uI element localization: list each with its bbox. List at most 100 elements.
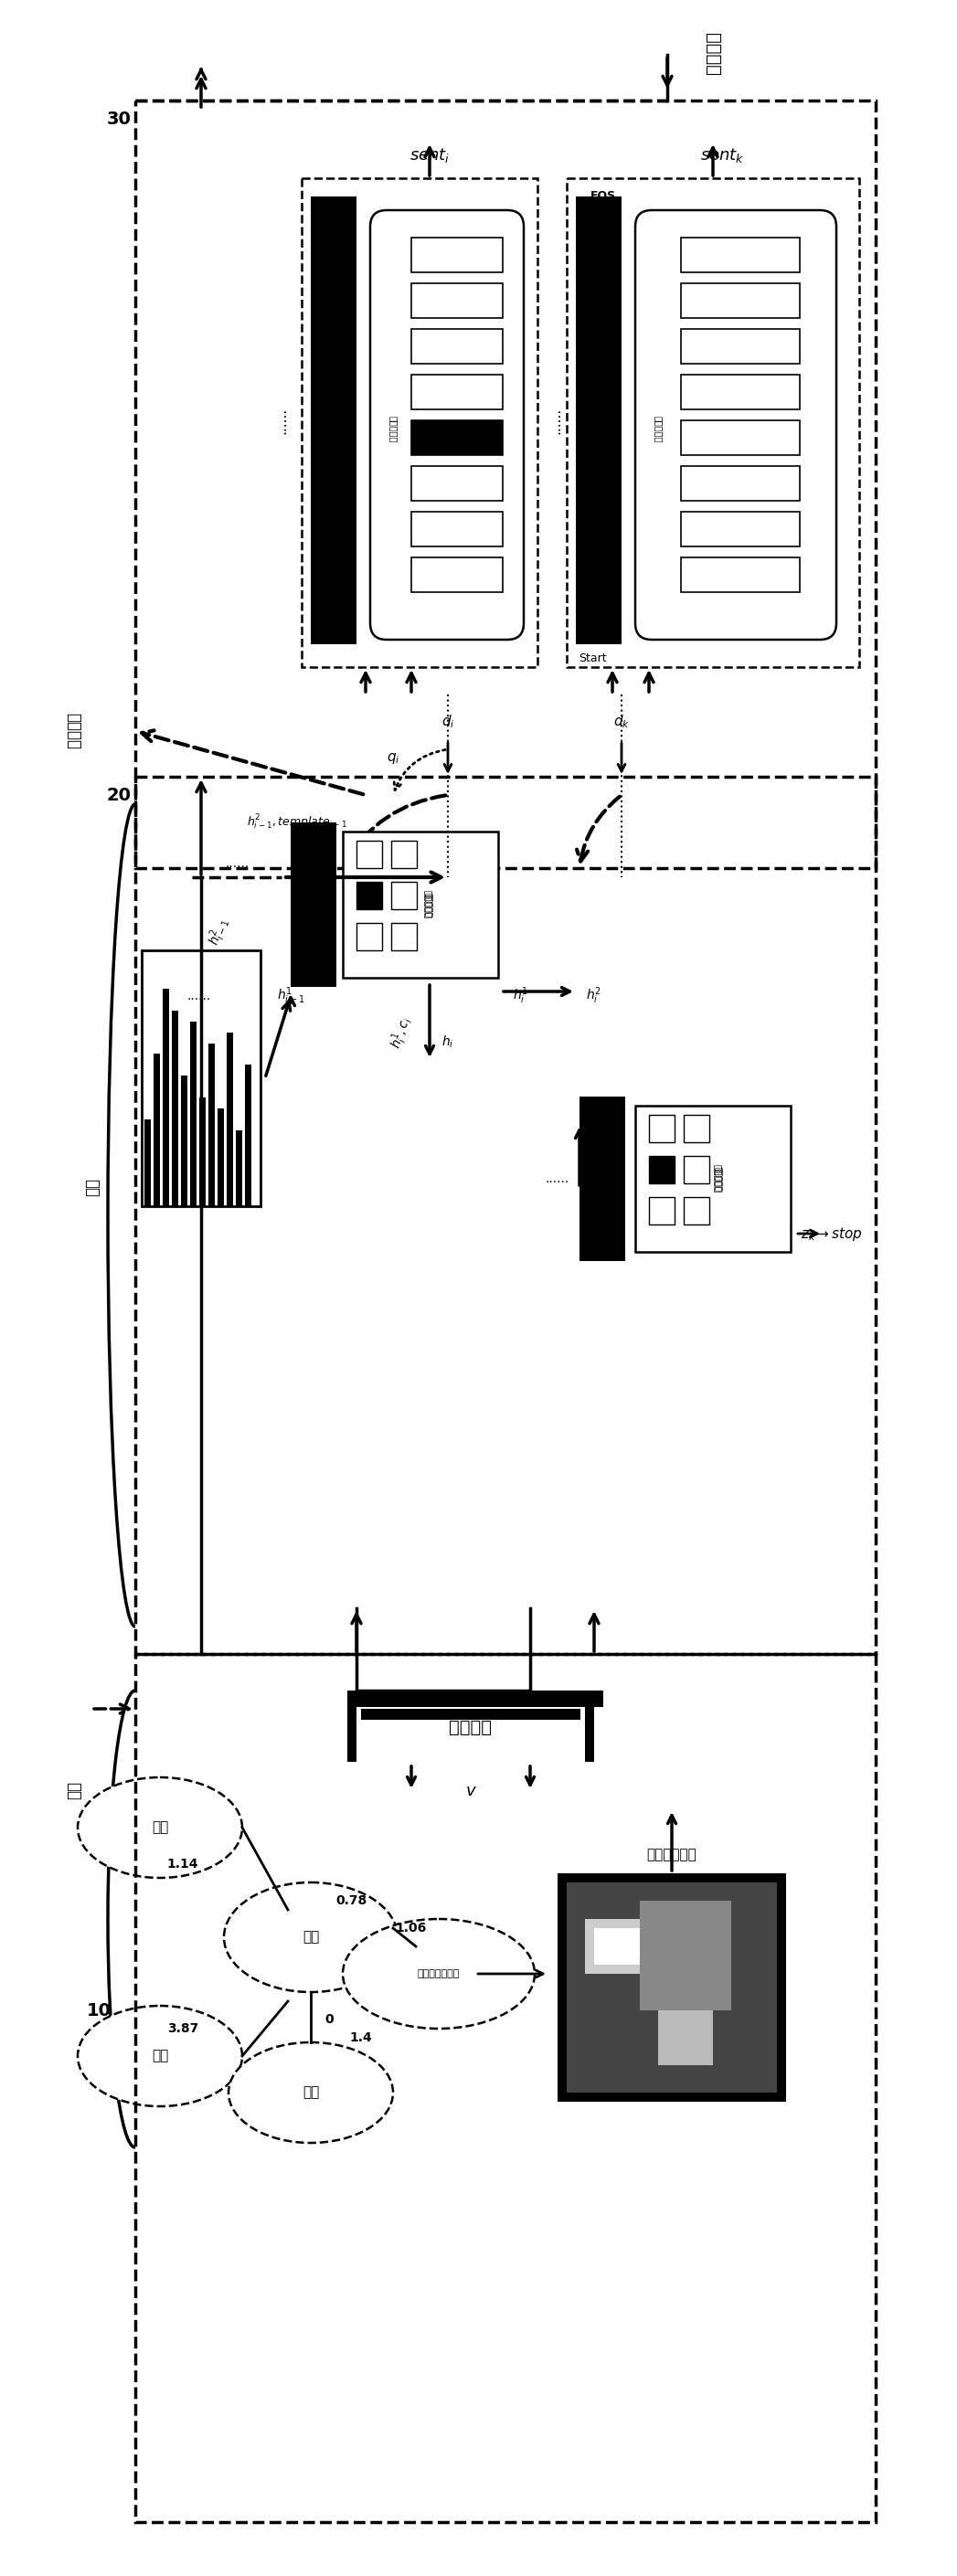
Bar (681, 237, 800, 273)
Text: $h^1_i, c_i$: $h^1_i, c_i$ (387, 1015, 417, 1051)
Text: $sent_i$: $sent_i$ (410, 147, 450, 165)
Text: 句子解码器: 句子解码器 (424, 891, 432, 917)
Bar (181, 1077, 188, 1206)
Text: $d_k$: $d_k$ (613, 714, 630, 732)
Bar (163, 989, 169, 1206)
Bar (649, 1115, 675, 1141)
Text: 0.78: 0.78 (336, 1893, 367, 1906)
Text: 数据采频: 数据采频 (449, 1718, 492, 1736)
Ellipse shape (78, 2007, 242, 2107)
FancyArrowPatch shape (577, 796, 619, 860)
Bar (217, 1108, 224, 1206)
Text: 损失: 损失 (83, 1180, 100, 1198)
Bar (412, 420, 502, 456)
Bar (412, 237, 502, 273)
Text: 句话生成器: 句话生成器 (713, 1164, 723, 1193)
Bar (683, 1198, 709, 1224)
Text: 浮肿: 浮肿 (151, 2048, 168, 2063)
Bar (567, 178, 859, 667)
Ellipse shape (229, 2043, 393, 2143)
Text: $z_k \rightarrow stop$: $z_k \rightarrow stop$ (801, 1226, 862, 1242)
Bar (135, 1654, 876, 2522)
Bar (412, 466, 502, 500)
FancyBboxPatch shape (635, 211, 836, 639)
Text: ......: ...... (226, 858, 250, 871)
Bar (135, 778, 876, 1654)
Bar (558, 1873, 786, 2102)
Text: 1.14: 1.14 (167, 1857, 198, 1870)
Bar (567, 1883, 777, 2092)
Bar (681, 420, 800, 456)
Text: ......: ...... (275, 407, 288, 433)
Bar (356, 881, 382, 909)
Text: 20: 20 (106, 786, 131, 804)
Bar (135, 100, 876, 868)
Bar (649, 1115, 675, 1141)
Bar (172, 1010, 178, 1206)
Bar (649, 1157, 675, 1182)
Bar (391, 840, 417, 868)
Text: $h^2_i$: $h^2_i$ (587, 987, 602, 1007)
Ellipse shape (224, 1883, 397, 1991)
Bar (683, 1157, 709, 1182)
Text: 1.06: 1.06 (395, 1922, 427, 1935)
Bar (391, 922, 417, 951)
Bar (576, 196, 621, 644)
Bar (343, 832, 499, 979)
Text: 损失: 损失 (65, 1783, 81, 1801)
Bar (412, 374, 502, 410)
Bar (683, 1198, 709, 1224)
Bar (594, 1927, 649, 1965)
Text: Start: Start (578, 652, 607, 665)
Bar (683, 1157, 709, 1182)
Text: 句子生成器: 句子生成器 (423, 891, 433, 920)
Bar (199, 1097, 206, 1206)
Text: 3.87: 3.87 (167, 2022, 198, 2035)
Bar (412, 283, 502, 317)
Bar (412, 330, 502, 363)
Bar (356, 840, 382, 868)
Bar (681, 513, 800, 546)
Text: ......: ...... (549, 407, 563, 433)
Text: $q_i$: $q_i$ (387, 752, 400, 765)
FancyArrowPatch shape (394, 750, 445, 791)
Text: 0: 0 (324, 2012, 333, 2025)
Text: $v$: $v$ (465, 1783, 477, 1798)
Text: $h_i$: $h_i$ (442, 1033, 454, 1048)
Bar (640, 1901, 731, 2009)
Bar (585, 1708, 594, 1762)
Bar (347, 1690, 603, 1708)
Bar (356, 922, 382, 951)
Bar (142, 951, 260, 1206)
Bar (649, 1198, 675, 1224)
FancyBboxPatch shape (370, 211, 523, 639)
Bar (681, 556, 800, 592)
Bar (356, 840, 382, 868)
Text: 单词解码器: 单词解码器 (713, 1167, 722, 1190)
Bar (145, 1118, 151, 1206)
Text: ......: ...... (188, 989, 211, 1002)
Text: $d_i$: $d_i$ (441, 714, 455, 732)
Bar (356, 922, 382, 951)
Text: 异常: 异常 (302, 2087, 319, 2099)
Bar (412, 556, 502, 592)
Bar (347, 1708, 356, 1762)
Bar (681, 466, 800, 500)
Ellipse shape (78, 1777, 242, 1878)
Text: 医务报告: 医务报告 (704, 33, 722, 77)
Bar (190, 1020, 196, 1206)
Bar (391, 881, 417, 909)
Bar (291, 822, 336, 987)
Ellipse shape (343, 1919, 535, 2030)
Text: 骨折: 骨折 (151, 1821, 168, 1834)
Text: 慢性阻塞性肺疾: 慢性阻塞性肺疾 (417, 1968, 460, 1978)
Bar (681, 283, 800, 317)
Text: $h^1_i$: $h^1_i$ (513, 987, 529, 1007)
Bar (681, 374, 800, 410)
Bar (311, 196, 356, 644)
Text: 30: 30 (106, 111, 131, 126)
Bar (683, 1115, 709, 1141)
Bar (649, 1157, 675, 1182)
Text: 相对损失: 相对损失 (65, 714, 81, 750)
Bar (683, 1115, 709, 1141)
